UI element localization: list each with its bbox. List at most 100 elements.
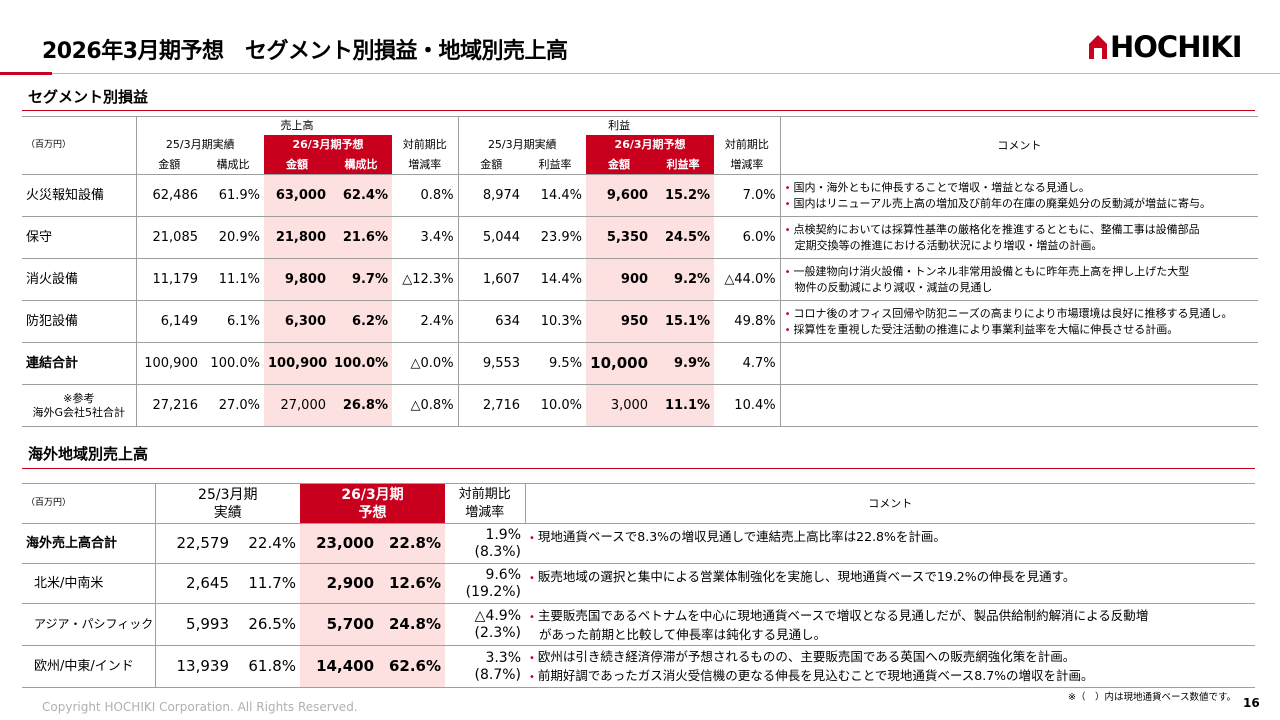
header-period-row: 25/3月期実績 26/3月期予想 対前期比 25/3月期実績 26/3月期予想…	[22, 134, 1258, 155]
segment-comment	[779, 384, 1259, 427]
region-fcst: 23,000	[300, 523, 379, 564]
header-fcst: 26/3月期 予想	[300, 483, 446, 524]
region-name: 北米/中南米	[22, 563, 155, 604]
sales-yoy: 0.8%	[392, 174, 459, 217]
table-row: 北米/中南米 2,645 11.7% 2,900 12.6% 9.6% (19.…	[22, 563, 1256, 604]
comment-line: があった前期と比較して伸長率は鈍化する見通し。	[539, 626, 827, 642]
sales-prev: 11,179	[135, 258, 202, 301]
sales-fcst: 27,000	[264, 384, 330, 427]
region-prev-ratio: 11.7%	[233, 563, 301, 604]
sales-prev-ratio: 11.1%	[202, 258, 264, 301]
overseas-section-title: 海外地域別売上高	[28, 445, 149, 463]
table-row: 欧州/中東/インド 13,939 61.8% 14,400 62.6% 3.3%…	[22, 645, 1256, 688]
region-prev-ratio: 22.4%	[233, 523, 301, 564]
profit-fcst: 900	[586, 258, 653, 301]
region-prev-ratio: 26.5%	[233, 603, 301, 646]
page-title: 2026年3月期予想 セグメント別損益・地域別売上高	[42, 39, 568, 64]
region-yoy: △4.9% (2.3%)	[445, 603, 526, 646]
sales-fcst: 100,900	[264, 342, 330, 385]
header-amount: 金額	[457, 154, 525, 175]
profit-yoy: △44.0%	[714, 258, 781, 301]
segment-section-rule	[22, 110, 1255, 111]
header-yoy: 対前期比 増減率	[458, 486, 511, 520]
header-amount-fcst: 金額	[586, 154, 653, 175]
comment-line: 物件の反動減により減収・減益の見通し	[794, 281, 993, 294]
comment-line: • 国内はリニューアル売上高の増加及び前年の在庫の廃棄処分の反動減が増益に寄与。	[784, 196, 1211, 210]
profit-fcst: 950	[586, 300, 653, 343]
sales-fcst-ratio: 26.8%	[330, 384, 392, 427]
region-fcst-ratio: 12.6%	[378, 563, 446, 604]
profit-fcst-margin: 9.2%	[652, 258, 715, 301]
bullet-icon: •	[529, 533, 535, 544]
header-profit: 利益	[457, 116, 781, 135]
region-name: 欧州/中東/インド	[22, 645, 155, 688]
table-row-total: 海外売上高合計 22,579 22.4% 23,000 22.8% 1.9% (…	[22, 523, 1256, 564]
bullet-icon: •	[784, 308, 791, 320]
sales-yoy: 2.4%	[392, 300, 459, 343]
comment-line: • コロナ後のオフィス回帰や防犯ニーズの高まりにより市場環境は良好に推移する見通し…	[784, 306, 1233, 320]
profit-yoy: 6.0%	[714, 216, 781, 259]
bullet-icon: •	[784, 267, 791, 278]
profit-prev-margin: 14.4%	[524, 174, 587, 217]
sales-yoy: △0.0%	[392, 342, 459, 385]
table-row: 消火設備 11,179 11.1% 9,800 9.7% △12.3% 1,60…	[22, 258, 1259, 301]
profit-prev: 1,607	[457, 258, 525, 301]
profit-fcst-margin: 15.1%	[652, 300, 715, 343]
header-margin: 利益率	[538, 157, 572, 171]
profit-prev-margin: 9.5%	[524, 342, 587, 385]
header-amount: 金額	[135, 154, 202, 175]
sales-fcst: 9,800	[264, 258, 330, 301]
profit-fcst: 9,600	[586, 174, 653, 217]
segment-name: 火災報知設備	[22, 174, 136, 217]
sales-prev-ratio: 61.9%	[202, 174, 264, 217]
sales-prev: 6,149	[135, 300, 202, 343]
segment-name: 防犯設備	[22, 300, 136, 343]
header-group-row: （百万円） 売上高 利益 コメント	[22, 116, 1259, 175]
bullet-icon: •	[784, 182, 791, 194]
profit-fcst-margin: 11.1%	[652, 384, 715, 427]
header-ratio-fcst: 構成比	[330, 154, 392, 175]
sales-yoy: △12.3%	[392, 258, 459, 301]
segment-name: 連結合計	[22, 342, 136, 385]
sales-fcst-ratio: 100.0%	[330, 342, 392, 385]
bullet-icon: •	[784, 324, 791, 336]
bullet-icon: •	[529, 611, 535, 623]
profit-yoy: 7.0%	[714, 174, 781, 217]
profit-yoy: 10.4%	[714, 384, 781, 427]
segment-table: （百万円） 売上高 利益 コメント 25/3月期実績 26/3月期予想 対前期比…	[22, 116, 1259, 427]
overseas-table: （百万円） 25/3月期 実績 26/3月期 予想 対前期比 増減率 コメント …	[22, 483, 1256, 688]
header-sales-yoy: 対前期比	[402, 138, 447, 151]
unit-label: （百万円）	[26, 140, 72, 150]
bullet-icon: •	[784, 198, 791, 210]
comment-line: • 現地通貨ベースで8.3%の増収見通しで連結売上高比率は22.8%を計画。	[529, 529, 946, 544]
header-prev: 25/3月期 実績	[154, 483, 301, 524]
header-profit-yoy: 対前期比	[724, 138, 769, 151]
comment-line: • 前期好調であったガス消火受信機の更なる伸長を見込むことで現地通貨ベース8.7%…	[529, 667, 1094, 683]
profit-fcst-margin: 15.2%	[652, 174, 715, 217]
region-yoy: 3.3% (8.7%)	[445, 645, 526, 688]
profit-yoy: 49.8%	[714, 300, 781, 343]
profit-prev-margin: 23.9%	[524, 216, 587, 259]
profit-yoy: 4.7%	[714, 342, 781, 385]
sales-fcst-ratio: 21.6%	[330, 216, 392, 259]
header-comment: コメント	[524, 483, 1256, 524]
hochiki-logo: HOCHIKI	[1088, 32, 1243, 62]
segment-comment: • コロナ後のオフィス回帰や防犯ニーズの高まりにより市場環境は良好に推移する見通し…	[779, 300, 1259, 343]
segment-name: 保守	[22, 216, 136, 259]
region-fcst-ratio: 62.6%	[378, 645, 446, 688]
region-name: 海外売上高合計	[22, 523, 155, 564]
hochiki-logo-icon	[1089, 35, 1107, 59]
header-sales: 売上高	[135, 116, 459, 135]
header-amount-fcst: 金額	[264, 154, 330, 175]
header-change: 増減率	[408, 157, 442, 171]
title-accent	[0, 72, 52, 75]
region-name: アジア・パシフィック	[22, 603, 155, 646]
profit-prev-margin: 14.4%	[524, 258, 587, 301]
bullet-icon: •	[529, 671, 535, 683]
segment-name: ※参考 海外G会社5社合計	[22, 384, 136, 427]
comment-line: • 一般建物向け消火設備・トンネル非常用設備ともに昨年売上高を押し上げた大型	[784, 265, 1190, 278]
header-profit-prev: 25/3月期実績	[457, 134, 587, 155]
segment-section-title: セグメント別損益	[28, 88, 149, 106]
header-sales-prev: 25/3月期実績	[135, 134, 264, 155]
header-margin-fcst: 利益率	[652, 154, 715, 175]
